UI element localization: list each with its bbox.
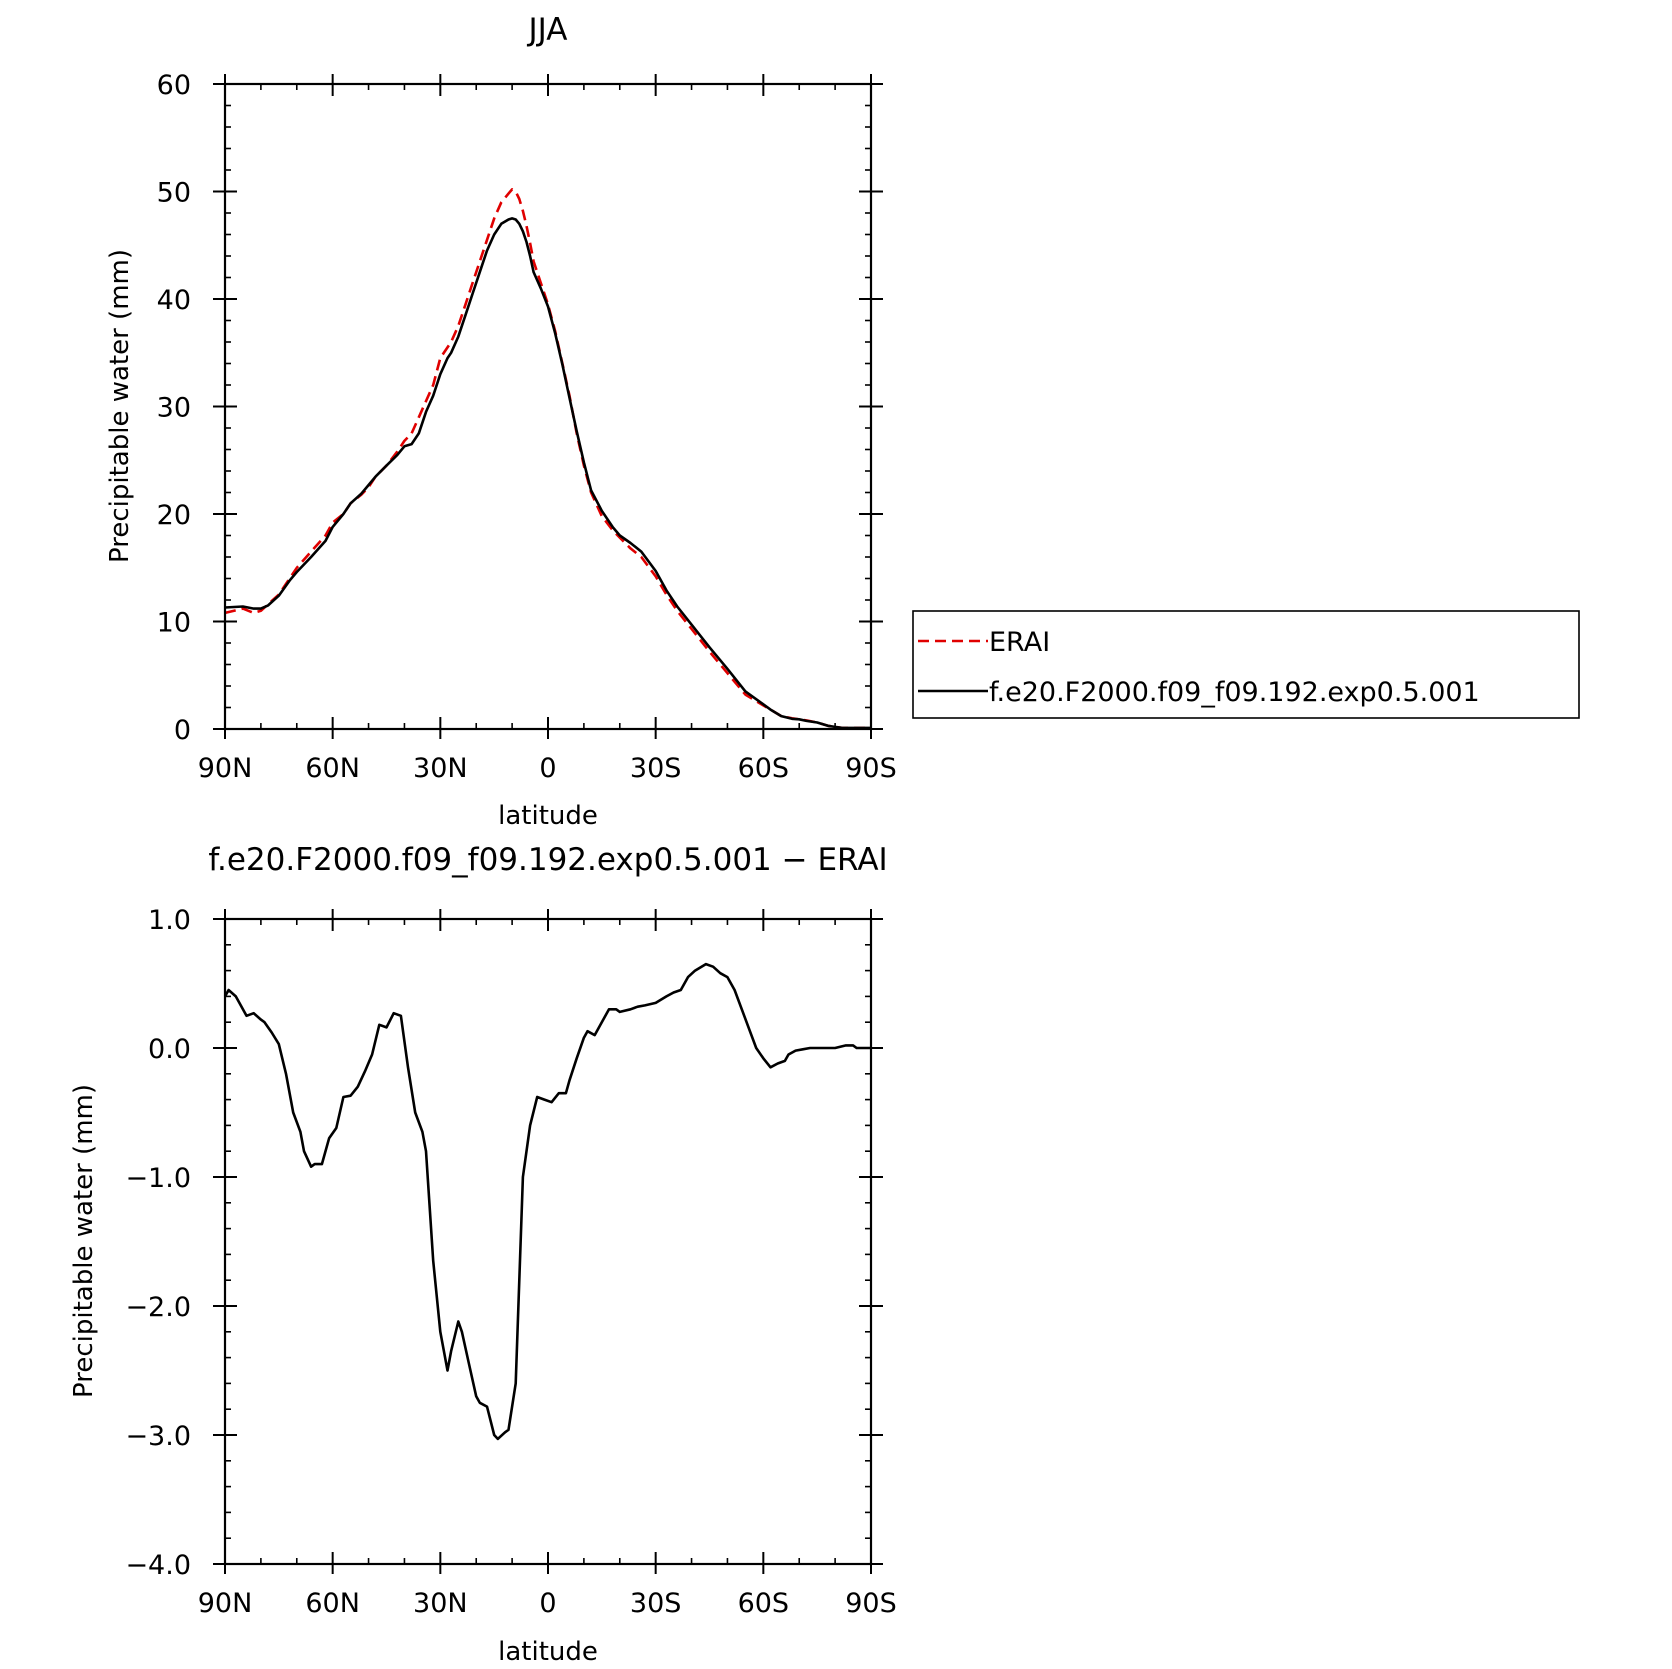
bottom-x-tick-label: 30S — [630, 1588, 682, 1619]
legend-label-erai: ERAI — [989, 627, 1050, 658]
top-x-axis-label: latitude — [498, 801, 598, 831]
top-chart: JJA 90N 60N 30N 0 30S 60S 90S 0 10 20 30 40 50 60 lat… — [105, 12, 897, 831]
bottom-y-tick-label: −3.0 — [125, 1421, 191, 1452]
bottom-y-axis-label: Precipitable water (mm) — [69, 1084, 99, 1398]
top-y-tick-label: 30 — [157, 393, 191, 424]
top-y-tick-label: 0 — [174, 715, 191, 746]
top-y-tick-label: 50 — [157, 178, 191, 209]
bottom-chart-series — [223, 962, 871, 1441]
bottom-y-tick-label: 1.0 — [148, 905, 191, 936]
bottom-chart-frame — [223, 917, 873, 1566]
bottom-y-tick-label: −2.0 — [125, 1292, 191, 1323]
top-x-tick-label: 60N — [305, 753, 360, 784]
bottom-y-tick-label: −4.0 — [125, 1550, 191, 1581]
top-x-tick-label: 90N — [198, 753, 253, 784]
bottom-x-tick-label: 90N — [198, 1588, 253, 1619]
legend-box — [912, 610, 1580, 719]
bottom-x-axis-label: latitude — [498, 1637, 598, 1667]
top-y-axis-label: Precipitable water (mm) — [105, 249, 135, 563]
bottom-y-tick-label: 0.0 — [148, 1034, 191, 1065]
legend-label-model: f.e20.F2000.f09_f09.192.exp0.5.001 — [989, 677, 1480, 708]
bottom-x-tick-label: 60N — [305, 1588, 360, 1619]
top-chart-frame — [223, 82, 873, 731]
bottom-series-line-0 — [223, 962, 871, 1441]
top-x-tick-label: 60S — [738, 753, 790, 784]
bottom-chart: f.e20.F2000.f09_f09.192.exp0.5.001 − ERA… — [69, 842, 897, 1667]
top-x-tick-label: 90S — [845, 753, 897, 784]
top-y-tick-label: 20 — [157, 500, 191, 531]
top-chart-title: JJA — [527, 12, 568, 48]
bottom-x-tick-label: 0 — [539, 1588, 556, 1619]
bottom-x-tick-label: 30N — [413, 1588, 468, 1619]
top-chart-series — [224, 188, 871, 730]
top-x-tick-label: 0 — [539, 753, 556, 784]
bottom-chart-title: f.e20.F2000.f09_f09.192.exp0.5.001 − ERA… — [208, 842, 887, 878]
legend: ERAI f.e20.F2000.f09_f09.192.exp0.5.001 — [912, 610, 1580, 719]
bottom-y-tick-label: −1.0 — [125, 1163, 191, 1194]
top-x-tick-label: 30S — [630, 753, 682, 784]
top-series-line-1 — [224, 217, 871, 730]
top-y-tick-label: 40 — [157, 285, 191, 316]
top-y-tick-label: 10 — [157, 608, 191, 639]
top-y-tick-label: 60 — [157, 70, 191, 101]
top-x-tick-label: 30N — [413, 753, 468, 784]
bottom-x-tick-label: 90S — [845, 1588, 897, 1619]
bottom-x-tick-label: 60S — [738, 1588, 790, 1619]
